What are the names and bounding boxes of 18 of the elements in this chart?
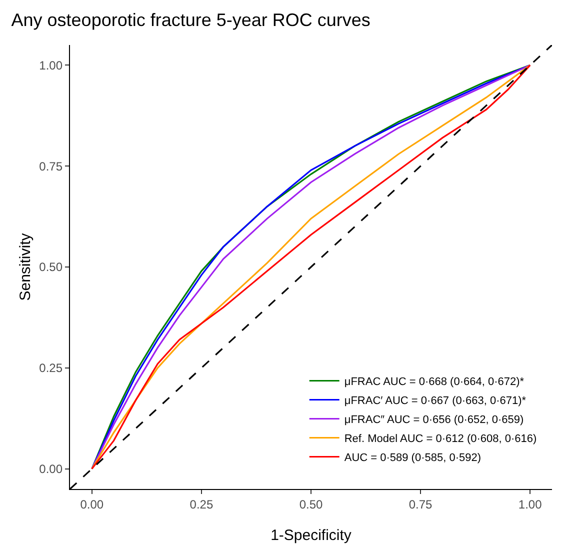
- x-tick-label: 0.00: [80, 498, 104, 512]
- x-axis-title: 1-Specificity: [270, 527, 352, 544]
- legend-label: μFRAC AUC = 0·668 (0·664, 0·672)*: [344, 376, 525, 388]
- x-tick-label: 0.75: [408, 498, 433, 512]
- legend-label: μFRAC′ AUC = 0·667 (0·663, 0·671)*: [344, 395, 527, 408]
- legend-label: μFRAC″ AUC = 0·656 (0·652, 0·659): [344, 414, 524, 426]
- legend-label: AUC = 0·589 (0·585, 0·592): [344, 452, 482, 464]
- legend-label: Ref. Model AUC = 0·612 (0·608, 0·616): [344, 433, 537, 446]
- y-tick-label: 1.00: [39, 58, 63, 72]
- y-tick-label: 0.00: [39, 462, 63, 476]
- y-tick-label: 0.75: [39, 159, 63, 174]
- y-tick-label: 0.50: [39, 260, 63, 274]
- y-tick-label: 0.25: [39, 361, 63, 376]
- x-tick-label: 0.50: [299, 498, 323, 512]
- x-tick-label: 0.25: [190, 498, 214, 512]
- x-tick-label: 1.00: [518, 498, 542, 512]
- y-axis-title: Sensitivity: [16, 232, 34, 301]
- chart-title: Any osteoporotic fracture 5-year ROC curves: [11, 10, 370, 30]
